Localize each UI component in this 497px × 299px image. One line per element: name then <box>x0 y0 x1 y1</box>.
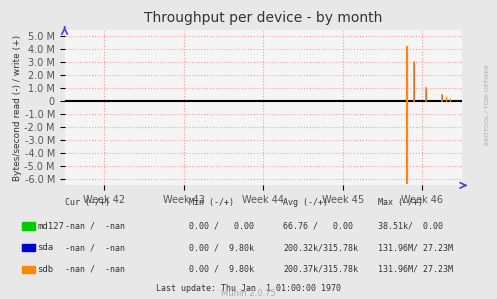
Text: -nan /  -nan: -nan / -nan <box>65 222 125 231</box>
Text: -nan /  -nan: -nan / -nan <box>65 243 125 252</box>
Text: 38.51k/  0.00: 38.51k/ 0.00 <box>378 222 443 231</box>
Text: 131.96M/ 27.23M: 131.96M/ 27.23M <box>378 243 453 252</box>
Text: 200.32k/315.78k: 200.32k/315.78k <box>283 243 358 252</box>
Text: Munin 2.0.75: Munin 2.0.75 <box>221 289 276 298</box>
Text: 0.00 /  9.80k: 0.00 / 9.80k <box>189 265 254 274</box>
Text: sda: sda <box>37 243 53 252</box>
Text: 0.00 /   0.00: 0.00 / 0.00 <box>189 222 254 231</box>
Title: Throughput per device - by month: Throughput per device - by month <box>144 10 383 25</box>
Text: Cur (-/+): Cur (-/+) <box>65 198 110 207</box>
Text: 200.37k/315.78k: 200.37k/315.78k <box>283 265 358 274</box>
Text: -nan /  -nan: -nan / -nan <box>65 265 125 274</box>
Y-axis label: Bytes/second read (-) / write (+): Bytes/second read (-) / write (+) <box>12 35 21 181</box>
Text: Min (-/+): Min (-/+) <box>189 198 234 207</box>
Text: RRDTOOL / TOBI OETIKER: RRDTOOL / TOBI OETIKER <box>485 64 490 145</box>
Text: Last update: Thu Jan  1 01:00:00 1970: Last update: Thu Jan 1 01:00:00 1970 <box>156 284 341 293</box>
Text: 0.00 /  9.80k: 0.00 / 9.80k <box>189 243 254 252</box>
Text: Avg (-/+): Avg (-/+) <box>283 198 329 207</box>
Text: Max (-/+): Max (-/+) <box>378 198 423 207</box>
Text: md127: md127 <box>37 222 64 231</box>
Text: 66.76 /   0.00: 66.76 / 0.00 <box>283 222 353 231</box>
Text: sdb: sdb <box>37 265 53 274</box>
Text: 131.96M/ 27.23M: 131.96M/ 27.23M <box>378 265 453 274</box>
